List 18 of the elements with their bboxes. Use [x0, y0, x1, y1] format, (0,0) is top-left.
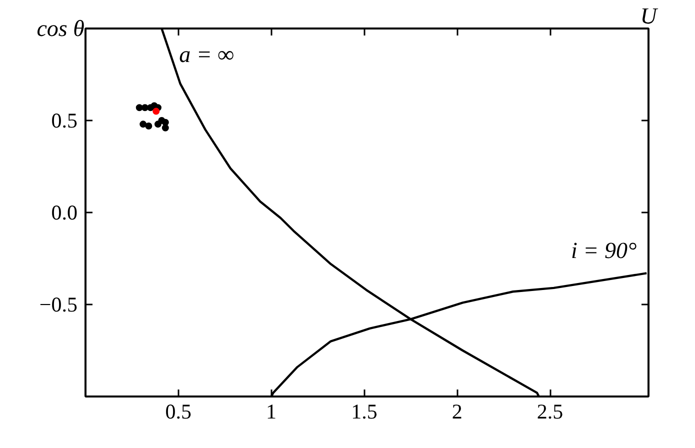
- point: [140, 120, 147, 128]
- x-tick-label: 1: [266, 400, 277, 424]
- x-tick-label: 1.5: [351, 400, 378, 424]
- x-tick-label: 2: [452, 400, 462, 424]
- x-axis-title: U: [640, 4, 658, 28]
- point: [141, 104, 148, 112]
- point: [136, 104, 143, 112]
- y-tick-label: 0.0: [51, 200, 78, 224]
- point: [152, 108, 160, 115]
- y-axis-title: cos θ: [36, 16, 84, 41]
- x-tick-label: 0.5: [165, 400, 192, 424]
- annotation: i = 90°: [571, 238, 637, 264]
- y-tick-label: −0.5: [39, 292, 78, 316]
- point: [162, 124, 169, 132]
- x-tick-label: 2.5: [536, 400, 564, 424]
- point: [145, 122, 152, 130]
- annotation: a = ∞: [179, 42, 234, 67]
- y-tick-label: 0.5: [51, 108, 78, 132]
